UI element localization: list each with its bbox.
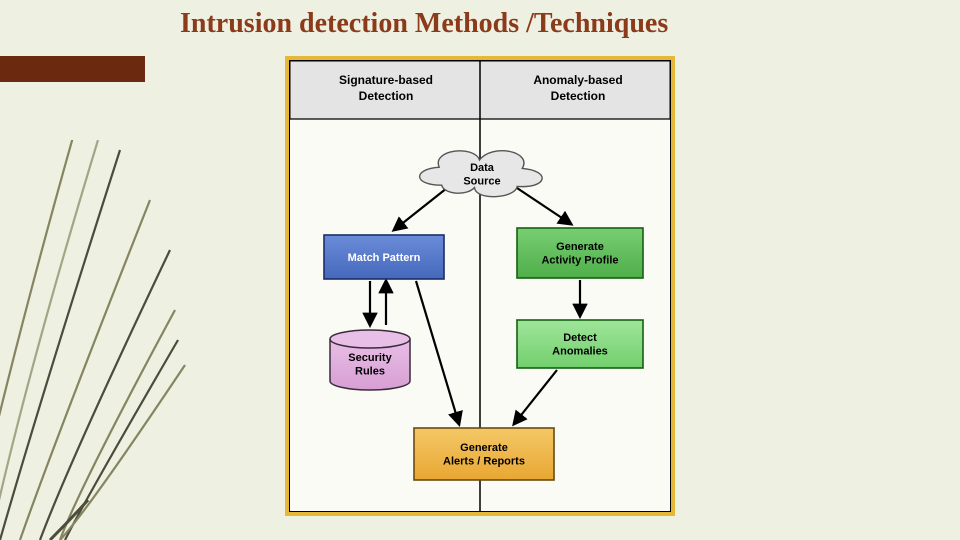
svg-text:Detection: Detection — [359, 89, 414, 103]
svg-text:Detection: Detection — [551, 89, 606, 103]
svg-text:Detect: Detect — [563, 332, 597, 344]
svg-text:Match Pattern: Match Pattern — [348, 252, 421, 264]
svg-text:Signature-based: Signature-based — [339, 73, 433, 87]
svg-text:Alerts / Reports: Alerts / Reports — [443, 456, 525, 468]
svg-text:Generate: Generate — [460, 442, 508, 454]
flowchart-svg: Signature-based Detection Anomaly-based Det… — [289, 60, 671, 512]
decor-grass-lines — [0, 140, 190, 540]
page-title: Intrusion detection Methods /Techniques — [180, 8, 668, 40]
svg-text:Anomalies: Anomalies — [552, 346, 608, 358]
svg-text:Rules: Rules — [355, 366, 385, 378]
diagram-frame: Signature-based Detection Anomaly-based Det… — [285, 56, 675, 516]
svg-text:Anomaly-based: Anomaly-based — [533, 73, 622, 87]
svg-text:Activity Profile: Activity Profile — [541, 255, 618, 267]
corner-accent-bar — [0, 56, 145, 82]
svg-text:Generate: Generate — [556, 241, 604, 253]
svg-text:Source: Source — [463, 176, 500, 188]
svg-text:Data: Data — [470, 162, 495, 174]
svg-text:Security: Security — [348, 352, 392, 364]
